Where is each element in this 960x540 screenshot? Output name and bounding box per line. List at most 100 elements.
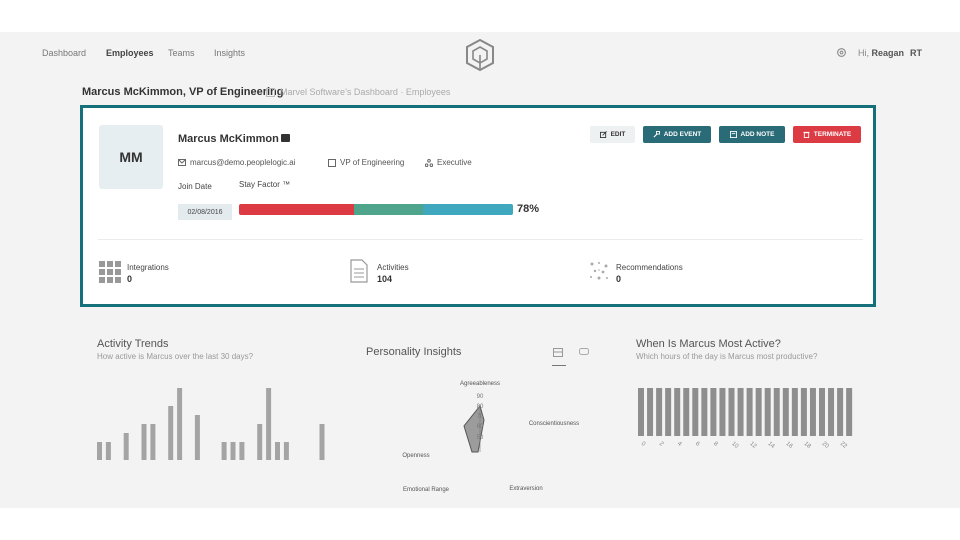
chat-icon[interactable]	[579, 348, 589, 357]
most-active-chart: 0 2 4 6 8 10 12 14 16 18 20 22	[638, 388, 853, 450]
user-name[interactable]: Reagan	[871, 48, 905, 58]
activity-bar[interactable]	[141, 424, 147, 460]
activity-bar[interactable]	[221, 442, 227, 460]
activity-bar[interactable]	[123, 433, 129, 460]
activities-value: 104	[377, 274, 393, 284]
employee-email: marcus@demo.peoplelogic.ai	[178, 158, 296, 167]
gear-icon[interactable]	[836, 47, 847, 58]
nav-dashboard[interactable]: Dashboard	[42, 48, 87, 58]
activity-bar[interactable]	[150, 424, 156, 460]
most-active-title: When Is Marcus Most Active?	[636, 338, 781, 350]
hour-tick-label: 6	[694, 441, 701, 448]
activity-trends-title: Activity Trends	[97, 338, 169, 350]
hour-tick-label: 8	[712, 441, 719, 448]
activities-label: Activities	[377, 263, 409, 272]
add-note-label: ADD NOTE	[740, 131, 775, 138]
nav-employees[interactable]: Employees	[106, 48, 154, 58]
stay-factor-percent: 78%	[517, 203, 540, 215]
nav-teams[interactable]: Teams	[168, 48, 195, 58]
activity-bar[interactable]	[319, 424, 325, 460]
activity-bar[interactable]	[230, 442, 236, 460]
card-divider	[98, 239, 863, 240]
employee-role: VP of Engineering	[328, 158, 404, 167]
hour-bar[interactable]	[647, 388, 654, 436]
radar-tick-80: 80	[477, 404, 484, 410]
hour-bar[interactable]	[701, 388, 708, 436]
hour-bar[interactable]	[737, 388, 744, 436]
hour-bar[interactable]	[755, 388, 762, 436]
hour-bar[interactable]	[683, 388, 690, 436]
hour-tick-label: 4	[676, 441, 683, 448]
axis-openness: Openness	[402, 453, 429, 459]
axis-extraversion: Extraversion	[509, 486, 542, 492]
activity-bar[interactable]	[177, 388, 183, 460]
join-date-label: Join Date	[178, 182, 212, 191]
personality-title: Personality Insights	[366, 346, 462, 358]
greeting: Hi, Reagan	[858, 48, 905, 58]
hour-bar[interactable]	[837, 388, 844, 436]
employee-level: Executive	[425, 158, 472, 167]
recommendations-label: Recommendations	[616, 263, 683, 272]
app-shell: Dashboard Employees Teams Insights Hi, R…	[0, 32, 960, 508]
activity-trends-subtitle: How active is Marcus over the last 30 da…	[97, 352, 254, 361]
most-active-subtitle: Which hours of the day is Marcus most pr…	[636, 352, 818, 361]
breadcrumb-text[interactable]: Marvel Software’s Dashboard · Employees	[280, 87, 451, 97]
nav-insights[interactable]: Insights	[214, 48, 246, 58]
hour-bar[interactable]	[764, 388, 771, 436]
personality-radar-chart: Agreeableness Conscientiousness Extraver…	[402, 381, 579, 493]
radar-tick-60: 60	[477, 424, 484, 430]
terminate-label: TERMINATE	[813, 131, 852, 138]
hour-bar[interactable]	[819, 388, 825, 436]
hour-bar[interactable]	[828, 388, 835, 436]
hour-bar[interactable]	[809, 388, 816, 436]
activity-bar[interactable]	[105, 442, 111, 460]
hour-bar[interactable]	[782, 388, 789, 436]
chart-toggle-icon[interactable]	[553, 348, 563, 357]
hour-bar[interactable]	[746, 388, 753, 436]
hierarchy-icon	[425, 158, 433, 167]
add-note-button[interactable]: ADD NOTE	[719, 126, 785, 143]
activity-bar[interactable]	[97, 442, 102, 460]
edit-button[interactable]: EDIT	[590, 126, 635, 143]
user-initials[interactable]: RT	[910, 48, 922, 58]
home-icon[interactable]	[266, 88, 275, 98]
hour-bar[interactable]	[773, 388, 780, 436]
stay-factor-label: Stay Factor ™	[239, 180, 291, 189]
terminate-button[interactable]: TERMINATE	[793, 126, 861, 143]
hour-bar[interactable]	[638, 388, 644, 436]
hour-bar[interactable]	[719, 388, 726, 436]
hour-tick-label: 20	[821, 441, 830, 450]
email-text[interactable]: marcus@demo.peoplelogic.ai	[190, 158, 296, 167]
hour-bar[interactable]	[710, 388, 717, 436]
add-event-button[interactable]: ADD EVENT	[643, 126, 711, 143]
hour-bar[interactable]	[674, 388, 681, 436]
hour-bar[interactable]	[846, 388, 853, 436]
hour-bar[interactable]	[656, 388, 663, 436]
activity-bar[interactable]	[239, 442, 245, 460]
breadcrumb: Marvel Software’s Dashboard · Employees	[266, 87, 451, 98]
activity-bar[interactable]	[168, 406, 174, 460]
hour-bar[interactable]	[728, 388, 735, 436]
employee-name: Marcus McKimmon	[178, 133, 279, 145]
cube-logo-icon[interactable]	[464, 38, 496, 72]
radar-shape	[463, 404, 485, 453]
hour-bar[interactable]	[800, 388, 807, 436]
activity-bar[interactable]	[283, 442, 289, 460]
activity-bar[interactable]	[194, 415, 200, 460]
radar-tick-90: 90	[477, 394, 484, 400]
stay-factor-segment-blue	[422, 204, 513, 215]
activity-bar[interactable]	[275, 442, 280, 460]
recommendations-value: 0	[616, 274, 622, 284]
activity-bar[interactable]	[257, 424, 263, 460]
stay-factor-segment-green	[354, 204, 423, 215]
stay-factor-segment-red	[239, 204, 355, 215]
page-title: Marcus McKimmon, VP of Engineering	[82, 86, 284, 98]
hour-bar[interactable]	[665, 388, 672, 436]
hour-bar[interactable]	[692, 388, 699, 436]
hour-bar[interactable]	[791, 388, 798, 436]
hour-tick-label: 16	[785, 441, 794, 450]
hour-tick-label: 12	[748, 441, 757, 450]
axis-agreeableness: Agreeableness	[460, 381, 500, 387]
activity-bar[interactable]	[266, 388, 272, 460]
hammer-icon	[653, 131, 660, 138]
